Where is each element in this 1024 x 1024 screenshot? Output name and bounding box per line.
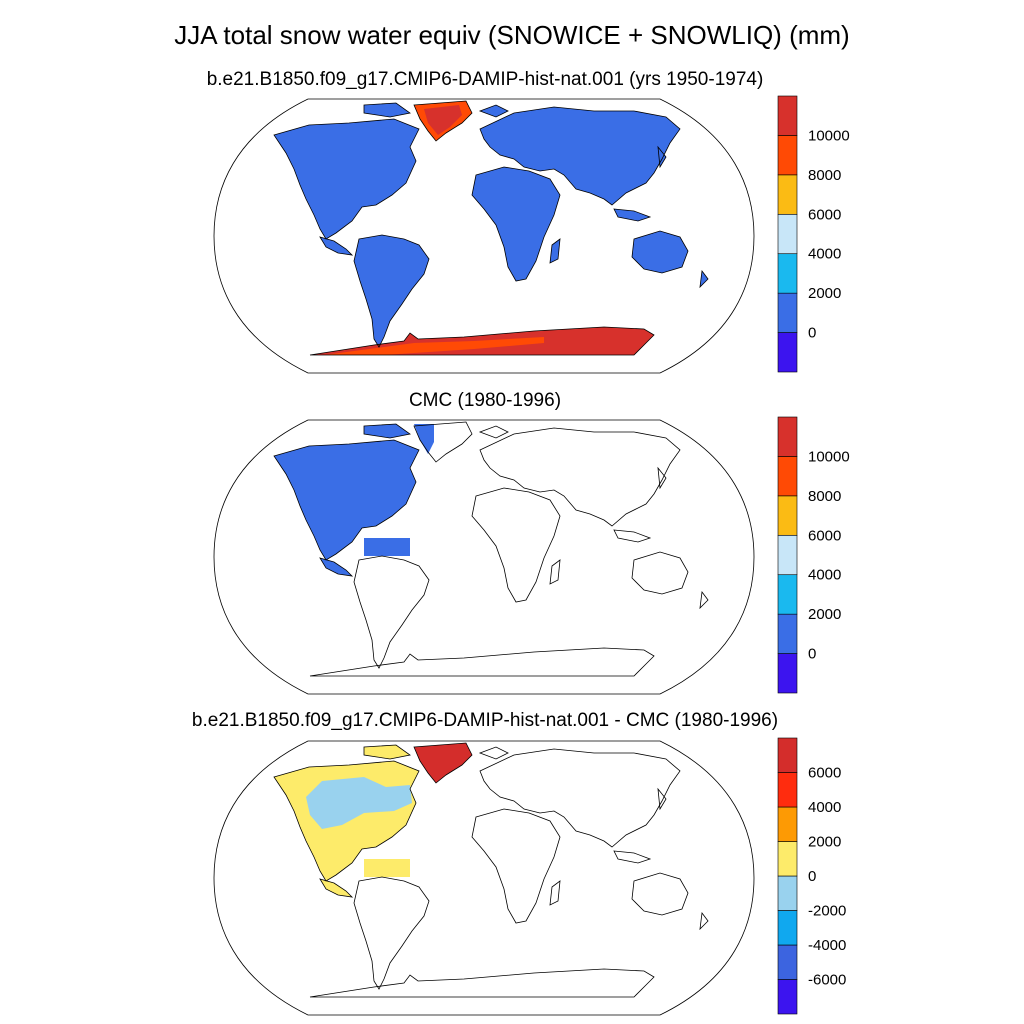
colorbar-swatch xyxy=(777,875,798,911)
colorbar-tick-label: 0 xyxy=(808,646,816,663)
colorbar-swatch xyxy=(777,979,798,1015)
difference-fill-layer xyxy=(274,743,472,897)
panel-1-subtitle: b.e21.B1850.f09_g17.CMIP6-DAMIP-hist-nat… xyxy=(206,69,764,90)
panel-2-subtitle: CMC (1980-1996) xyxy=(408,390,562,411)
antarctica-edge-fill xyxy=(324,337,544,355)
colorbar-swatch xyxy=(777,332,798,373)
colorbar-tick-label: 0 xyxy=(808,868,816,885)
caribbean-fill xyxy=(364,538,410,556)
caribbean-diff-fill xyxy=(364,859,410,877)
greenland-core-fill xyxy=(424,105,462,135)
colorbar-tick-label: 10000 xyxy=(808,448,850,465)
map-panel-obs xyxy=(213,419,755,695)
panel-3-subtitle: b.e21.B1850.f09_g17.CMIP6-DAMIP-hist-nat… xyxy=(191,710,779,731)
colorbar-swatch xyxy=(777,456,798,497)
colorbar-swatch xyxy=(777,574,798,615)
colorbar-swatch xyxy=(777,944,798,980)
colorbar-tick-label: 6000 xyxy=(808,765,841,782)
colorbar-tick-label: 6000 xyxy=(808,527,841,544)
colorbar-swatch xyxy=(777,653,798,694)
swe-region-fill xyxy=(614,209,708,287)
colorbar-tick-label: 6000 xyxy=(808,206,841,223)
colorbar-swatch xyxy=(777,174,798,215)
colorbar-tick-label: 2000 xyxy=(808,285,841,302)
colorbar-swatch xyxy=(777,613,798,654)
swe-region-fill xyxy=(354,235,429,347)
colorbar-swatch xyxy=(777,292,798,333)
colorbar-tick-label: 4000 xyxy=(808,246,841,263)
colorbar-tick-label: 0 xyxy=(808,325,816,342)
colorbar-tick-label: 8000 xyxy=(808,488,841,505)
colorbar-tick-label: 4000 xyxy=(808,567,841,584)
colorbar-panel-1: 10000 8000 6000 4000 2000 0 xyxy=(777,95,850,373)
map-border xyxy=(213,98,755,374)
colorbar-swatch xyxy=(777,737,798,773)
greenland-tip-fill xyxy=(414,424,434,454)
colorbar-swatch xyxy=(777,495,798,536)
colorbar-tick-label: -2000 xyxy=(808,903,846,920)
colorbar-tick-label: 2000 xyxy=(808,834,841,851)
colorbar-tick-label: -6000 xyxy=(808,972,846,989)
colorbar-swatch xyxy=(777,416,798,457)
figure-title: JJA total snow water equiv (SNOWICE + SN… xyxy=(174,20,850,50)
colorbar-swatch xyxy=(777,95,798,136)
swe-region-fill xyxy=(274,103,419,255)
colorbar-swatch xyxy=(777,806,798,842)
colorbar-swatch xyxy=(777,534,798,576)
map-panel-difference xyxy=(213,740,755,1016)
colorbar-swatch xyxy=(777,135,798,176)
map-border xyxy=(213,419,755,695)
colorbar-panel-3: 6000 4000 2000 0 -2000 -4000 -6000 xyxy=(777,737,846,1015)
snow-fill-layer xyxy=(274,101,708,355)
colorbar-tick-label: 4000 xyxy=(808,799,841,816)
colorbar-swatch xyxy=(777,253,798,294)
swe-region-fill xyxy=(472,167,560,281)
colorbar-tick-label: 8000 xyxy=(808,167,841,184)
map-border xyxy=(213,740,755,1016)
colorbar-panel-2: 10000 8000 6000 4000 2000 0 xyxy=(777,416,850,694)
map-panel-model xyxy=(213,98,755,374)
colorbar-swatch xyxy=(777,213,798,255)
negative-diff-fill xyxy=(306,777,412,829)
colorbar-swatch xyxy=(777,772,798,808)
snow-fill-layer xyxy=(274,424,434,576)
colorbar-tick-label: 10000 xyxy=(808,127,850,144)
colorbar-tick-label: -4000 xyxy=(808,937,846,954)
colorbar-swatch xyxy=(777,910,798,946)
colorbar-swatch xyxy=(777,841,798,877)
colorbar-tick-label: 2000 xyxy=(808,606,841,623)
